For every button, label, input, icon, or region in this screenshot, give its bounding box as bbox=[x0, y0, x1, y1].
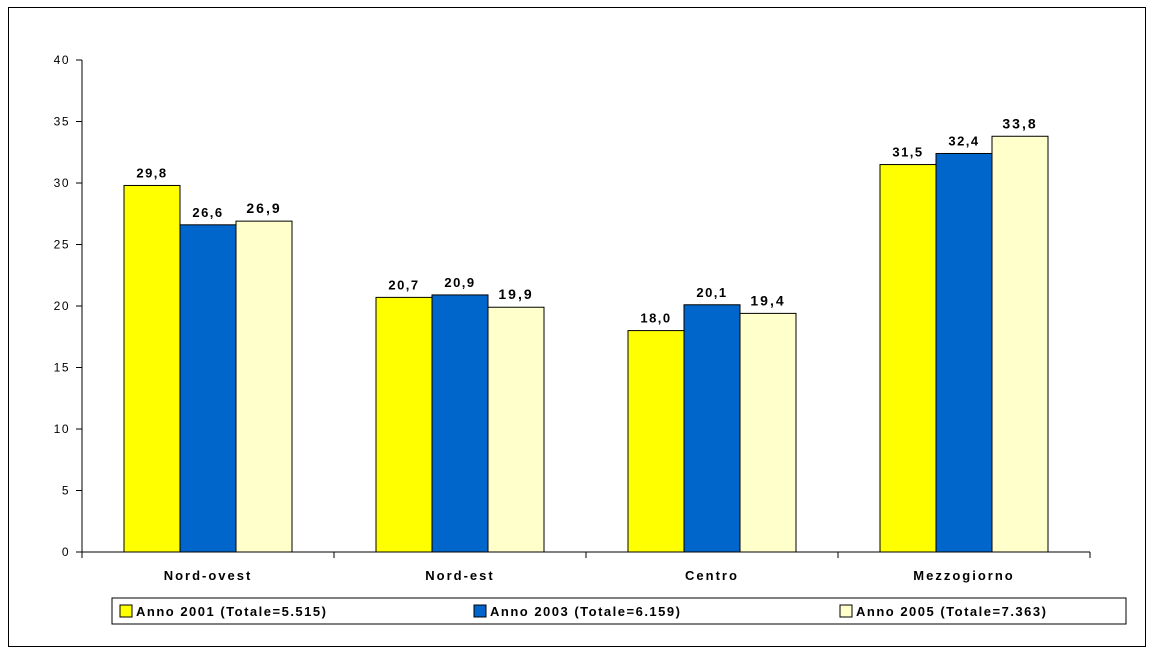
y-tick-label: 35 bbox=[54, 115, 70, 129]
x-category-label: Nord-ovest bbox=[164, 568, 253, 583]
data-label: 32,4 bbox=[948, 133, 979, 148]
data-label: 18,0 bbox=[640, 311, 671, 326]
legend-label: Anno 2003 (Totale=6.159) bbox=[490, 604, 681, 619]
y-tick-label: 20 bbox=[54, 299, 70, 313]
y-tick-label: 5 bbox=[62, 484, 70, 498]
legend-label: Anno 2005 (Totale=7.363) bbox=[856, 604, 1047, 619]
bar bbox=[739, 312, 797, 553]
legend-swatch bbox=[119, 604, 133, 618]
legend-box bbox=[111, 597, 1127, 625]
bar bbox=[123, 184, 181, 553]
data-labels: 29,8 26,6 26,9 20,7 20,9 19,9 18,0 20,1 19,4 31,5… bbox=[136, 115, 1037, 326]
y-tick-label: 30 bbox=[54, 176, 70, 190]
data-label: 33,8 bbox=[1002, 115, 1037, 131]
data-label: 31,5 bbox=[892, 145, 923, 160]
y-tick-label: 10 bbox=[54, 422, 70, 436]
data-label: 20,9 bbox=[444, 275, 475, 290]
y-tick-label: 25 bbox=[54, 238, 70, 252]
y-tick-label: 15 bbox=[54, 361, 70, 375]
data-label: 20,1 bbox=[696, 285, 727, 300]
data-label: 19,9 bbox=[498, 286, 533, 302]
x-category-label: Nord-est bbox=[425, 568, 494, 583]
bar bbox=[235, 220, 293, 553]
legend-label: Anno 2001 (Totale=5.515) bbox=[136, 604, 327, 619]
x-category-label: Mezzogiorno bbox=[913, 568, 1014, 583]
bar bbox=[431, 294, 489, 553]
bar bbox=[627, 330, 685, 553]
data-label: 26,9 bbox=[246, 200, 281, 216]
legend-swatch bbox=[473, 604, 487, 618]
bar bbox=[879, 164, 937, 553]
bar bbox=[375, 296, 433, 553]
bar bbox=[487, 306, 545, 553]
x-category-label: Centro bbox=[685, 568, 739, 583]
y-tick-label: 40 bbox=[54, 53, 70, 67]
bar bbox=[683, 304, 741, 553]
y-axis: 0 5 10 15 20 25 30 35 40 bbox=[54, 53, 83, 559]
y-tick-label: 0 bbox=[62, 545, 70, 559]
data-label: 29,8 bbox=[136, 165, 167, 180]
bar bbox=[179, 224, 237, 553]
legend: Anno 2001 (Totale=5.515) Anno 2003 (Total… bbox=[111, 597, 1127, 625]
legend-swatch bbox=[839, 604, 853, 618]
bar bbox=[935, 152, 993, 553]
data-label: 19,4 bbox=[750, 292, 785, 308]
chart-frame bbox=[8, 7, 1146, 647]
data-label: 26,6 bbox=[192, 205, 223, 220]
x-axis: Nord-ovest Nord-est Centro Mezzogiorno bbox=[81, 551, 1091, 583]
bars bbox=[123, 135, 1049, 553]
bar bbox=[991, 135, 1049, 553]
data-label: 20,7 bbox=[388, 277, 419, 292]
